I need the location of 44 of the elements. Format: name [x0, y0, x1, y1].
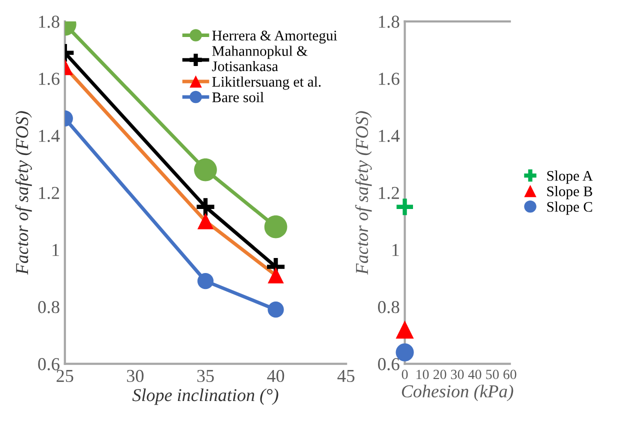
point — [194, 158, 217, 182]
y-tick-label: 0.8 — [378, 300, 400, 314]
x-axis-title: Slope inclination (°) — [132, 388, 278, 405]
x-axis-title: Cohesion (kPa) — [402, 384, 514, 402]
y-tick-label: 1 — [52, 244, 59, 256]
y-tick-label: 0.6 — [38, 358, 60, 370]
x-tick-label: 10 — [416, 370, 429, 380]
point — [264, 215, 288, 238]
y-tick-label: 1.4 — [378, 130, 400, 142]
legend-label: Slope B — [547, 186, 592, 200]
x-tick-label: 0 — [402, 370, 408, 380]
x-tick-label: 50 — [486, 370, 499, 380]
x-tick-label: 30 — [127, 370, 144, 382]
y-tick-label: 0.8 — [38, 300, 60, 314]
y-tick-label: 0.6 — [378, 358, 400, 370]
y-tick-label: 1.2 — [39, 186, 60, 200]
x-tick-label: 45 — [337, 370, 354, 382]
y-tick-label: 1.8 — [378, 16, 400, 28]
x-tick-label: 20 — [433, 370, 446, 380]
legend-label: Likitlersuang et al. — [212, 76, 321, 90]
y-tick-label: 1.6 — [378, 72, 400, 85]
point — [268, 267, 284, 284]
legend-label: Slope A — [547, 170, 593, 184]
y-tick-label: 1.2 — [378, 186, 399, 200]
x-tick-label: 35 — [197, 370, 214, 382]
legend-label: Slope C — [547, 202, 592, 215]
x-tick-label: 40 — [267, 370, 284, 382]
x-tick-label: 60 — [504, 370, 516, 380]
x-tick-label: 25 — [56, 370, 74, 382]
point — [194, 196, 216, 218]
point — [268, 302, 284, 318]
y-tick-label: 1.8 — [39, 16, 60, 28]
x-tick-label: 40 — [468, 370, 482, 380]
point — [197, 213, 214, 230]
legend-label: Herrera & Amortegui — [212, 30, 338, 44]
y-axis-title: Factor of safety (FOS) — [355, 111, 372, 275]
legend-label: Mahannopkul & Jotisankasa — [212, 46, 308, 72]
legend-label: Bare soil — [212, 92, 264, 102]
y-tick-label: 1.4 — [39, 130, 60, 142]
y-tick-label: 1 — [392, 244, 399, 256]
x-tick-label: 30 — [451, 370, 464, 380]
y-axis-title: Factor of safety (FOS) — [15, 111, 32, 275]
y-tick-label: 1.6 — [39, 72, 60, 85]
point — [197, 272, 214, 290]
